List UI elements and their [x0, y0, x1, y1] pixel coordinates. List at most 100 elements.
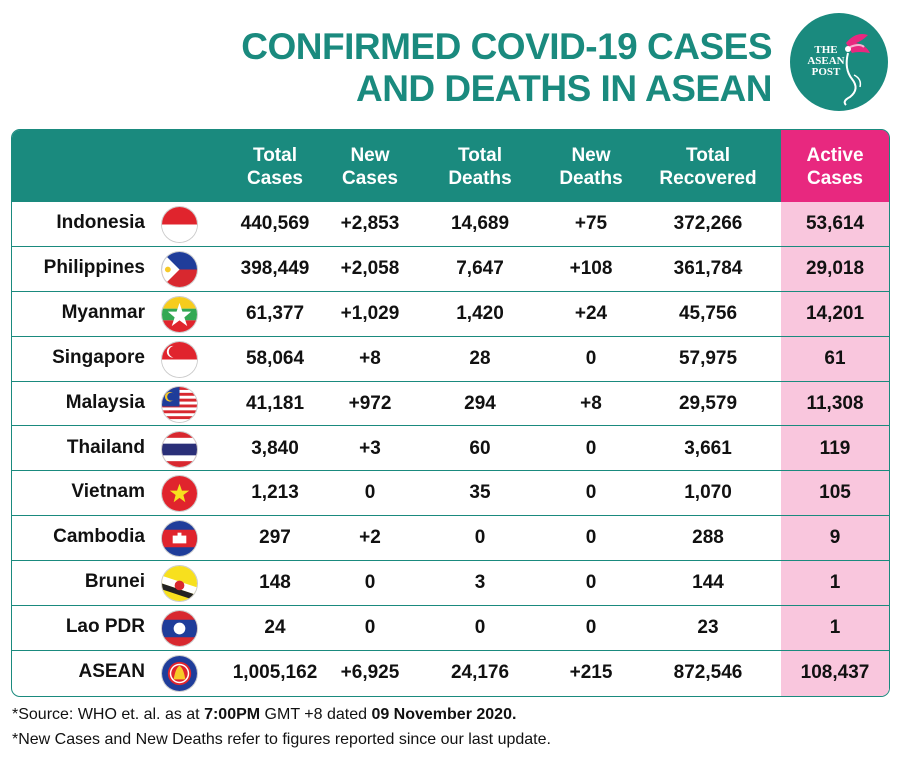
table-row: Philippines 398,449 +2,058 7,647 +108 361,784… [12, 247, 889, 292]
total-recovered-cell: 144 [692, 572, 724, 594]
total-recovered-cell: 372,266 [673, 213, 743, 234]
thailand-flag-icon [162, 431, 197, 467]
row-divider [12, 425, 889, 427]
total-deaths-cell: 294 [464, 392, 496, 414]
total-recovered-cell: 1,070 [684, 482, 732, 504]
table-row: Lao PDR 24 0 0 0 23 1 [12, 606, 889, 651]
new-cases-cell: +2 [359, 527, 381, 549]
total-recovered-cell: 872,546 [673, 662, 743, 683]
header-total-deaths: Total Deaths [448, 145, 512, 189]
title-line-2: AND DEATHS IN ASEAN [355, 68, 773, 109]
header-new-deaths: New Deaths [559, 145, 623, 189]
header-active-cases: Active Cases [781, 130, 889, 202]
new-deaths-cell: 0 [585, 572, 597, 594]
total-cases-cell: 1,213 [251, 482, 299, 504]
total-deaths-cell: 0 [474, 617, 486, 639]
new-cases-cell: +972 [348, 392, 392, 414]
vietnam-flag-icon [162, 476, 197, 512]
page-title: CONFIRMED COVID-19 CASES AND DEATHS IN A… [241, 26, 772, 110]
active-cases-cell: 14,201 [805, 302, 865, 324]
myanmar-flag-icon [162, 296, 197, 332]
source-date: 09 November 2020. [371, 706, 517, 723]
new-deaths-cell: 0 [585, 482, 597, 504]
table-row: ASEAN 1,005,162 +6,925 24,176 +215 872,546 108… [12, 651, 889, 696]
row-divider [12, 380, 889, 382]
total-recovered-cell: 45,756 [678, 302, 738, 324]
laos-flag-icon [162, 611, 197, 647]
total-cases-cell: 58,064 [245, 347, 305, 369]
new-deaths-cell: +108 [569, 257, 613, 279]
malaysia-flag-icon [162, 386, 197, 422]
total-recovered-cell: 23 [697, 617, 719, 639]
source-mid: GMT +8 dated [260, 706, 372, 723]
total-recovered-cell: 288 [692, 527, 724, 549]
total-deaths-cell: 60 [469, 437, 491, 459]
total-cases-cell: 440,569 [240, 213, 310, 234]
total-recovered-cell: 29,579 [678, 392, 738, 414]
total-cases-cell: 398,449 [240, 257, 310, 279]
row-divider [12, 515, 889, 517]
new-cases-cell: 0 [364, 572, 376, 594]
new-cases-cell: +6,925 [340, 662, 400, 683]
country-name: Philippines [43, 256, 145, 278]
source-prefix: *Source: WHO et. al. as at [12, 706, 205, 723]
new-deaths-cell: +215 [569, 662, 613, 683]
new-deaths-cell: 0 [585, 437, 597, 459]
new-cases-footnote: *New Cases and New Deaths refer to figur… [12, 731, 551, 748]
active-cases-cell: 29,018 [805, 257, 865, 279]
new-cases-cell: +2,058 [340, 257, 400, 279]
active-cases-column [781, 202, 889, 696]
total-deaths-cell: 24,176 [450, 662, 510, 683]
active-cases-cell: 105 [819, 482, 851, 504]
country-name: Cambodia [53, 526, 145, 548]
row-divider [12, 245, 889, 247]
new-deaths-cell: +24 [574, 302, 608, 324]
logo-line-1: THE [814, 44, 838, 56]
table-row: Vietnam 1,213 0 35 0 1,070 105 [12, 471, 889, 517]
active-cases-cell: 61 [824, 347, 846, 369]
active-cases-cell: 108,437 [800, 662, 870, 683]
header-new-cases: New Cases [342, 145, 398, 189]
active-cases-cell: 1 [829, 617, 841, 639]
active-cases-cell: 11,308 [806, 392, 864, 414]
country-name: Vietnam [71, 481, 145, 503]
brunei-flag-icon [162, 566, 197, 602]
total-cases-cell: 24 [264, 617, 286, 639]
total-cases-cell: 1,005,162 [232, 662, 318, 683]
row-divider [12, 290, 889, 292]
philippines-flag-icon [162, 251, 197, 287]
total-cases-cell: 3,840 [251, 437, 299, 459]
new-deaths-cell: +8 [580, 392, 602, 414]
table-header: Total Cases New Cases Total Deaths New Death… [12, 130, 889, 202]
indonesia-flag-icon [162, 207, 197, 242]
table-row: Malaysia 41,181 +972 294 +8 29,579 11,308 [12, 382, 889, 427]
active-cases-cell: 9 [829, 527, 841, 549]
country-name: Singapore [52, 346, 145, 368]
asean-post-logo: THE ASEAN POST [790, 13, 888, 111]
logo-line-3: POST [811, 66, 841, 78]
row-divider [12, 605, 889, 607]
row-divider [12, 649, 889, 651]
active-cases-cell: 53,614 [805, 213, 865, 234]
total-cases-cell: 61,377 [245, 302, 305, 324]
logo-line-2: ASEAN [807, 55, 845, 67]
country-name: Lao PDR [65, 616, 145, 638]
country-name: Indonesia [56, 212, 145, 233]
total-cases-cell: 41,181 [245, 392, 305, 414]
cambodia-flag-icon [162, 521, 197, 557]
logo-text: THE ASEAN POST [796, 45, 856, 78]
new-deaths-cell: +75 [574, 213, 608, 234]
total-deaths-cell: 7,647 [456, 257, 504, 279]
new-cases-cell: +8 [359, 347, 381, 369]
asean-flag-icon [162, 656, 197, 691]
title-line-1: CONFIRMED COVID-19 CASES [241, 26, 772, 67]
total-recovered-cell: 361,784 [673, 257, 743, 279]
country-name: Myanmar [61, 301, 145, 323]
new-deaths-cell: 0 [585, 527, 597, 549]
header-total-recovered: Total Recovered [659, 145, 757, 189]
total-deaths-cell: 28 [469, 347, 491, 369]
covid-table: Total Cases New Cases Total Deaths New Death… [11, 129, 890, 697]
new-cases-cell: +1,029 [340, 302, 400, 324]
row-divider [12, 335, 889, 337]
row-divider [12, 470, 889, 472]
